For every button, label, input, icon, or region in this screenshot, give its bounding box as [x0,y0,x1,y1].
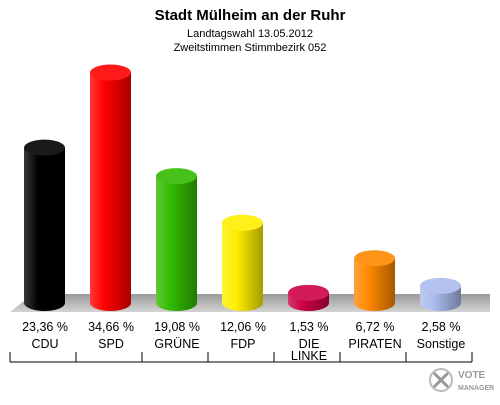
bar-cdu [24,139,65,311]
vote-manager-logo: VOTE MANAGER [429,368,494,392]
logo-text-manager: MANAGER [458,385,494,392]
value-label: 23,36 % [22,320,68,334]
labels: 23,36 % CDU 34,66 % SPD 19,08 % GRÜNE 12,06 % F… [9,320,473,363]
category-label: SPD [98,337,124,351]
value-label: 19,08 % [154,320,200,334]
bar-top [222,214,263,231]
category-label: FDP [231,337,256,351]
category-label: CDU [31,337,58,351]
value-label: 1,53 % [290,320,329,334]
category-label: Sonstige [417,337,466,351]
bar-top [354,250,395,267]
bar-fdp [222,214,263,311]
category-label: PIRATEN [348,337,401,351]
bar-body [354,258,395,311]
bar-body [156,176,197,311]
bar-sonstige [420,277,461,311]
bar-top [90,64,131,81]
category-label: DIE [299,337,320,351]
bar-spd [90,64,131,311]
bar-piraten [354,250,395,311]
bar-top [24,139,65,156]
bar-top [156,168,197,185]
bar-die-linke [288,284,329,311]
chart-title: Stadt Mülheim an der Ruhr [155,7,346,24]
value-label: 2,58 % [422,320,461,334]
bar-body [24,147,65,311]
bars [24,64,461,311]
bar-body [222,222,263,311]
bar-body [90,72,131,311]
value-label: 6,72 % [356,320,395,334]
category-label: LINKE [291,349,327,363]
category-axis [9,352,473,363]
category-label: GRÜNE [154,337,199,351]
bar-gr-ne [156,168,197,311]
value-label: 34,66 % [88,320,134,334]
chart-subtitle-district: Zweitstimmen Stimmbezirk 052 [174,42,327,54]
logo-mark-icon [429,368,453,392]
bar-top [288,284,329,301]
logo-text-vote: VOTE [458,370,486,381]
bar-top [420,277,461,294]
chart-subtitle-election: Landtagswahl 13.05.2012 [187,28,313,40]
value-label: 12,06 % [220,320,266,334]
